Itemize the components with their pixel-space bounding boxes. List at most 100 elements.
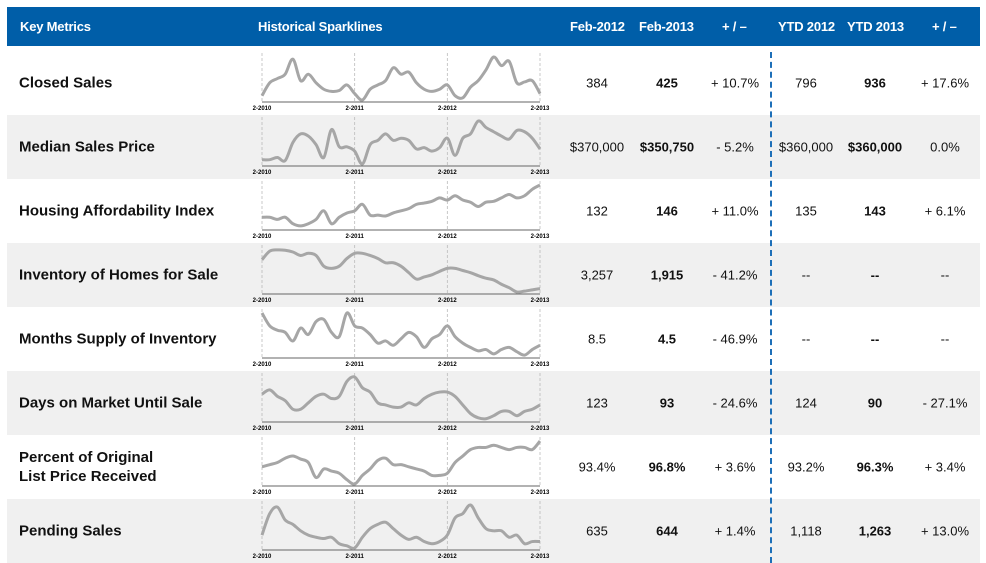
sparkline-line [260, 248, 541, 294]
sparkline-tick-label: 2-2013 [531, 362, 550, 368]
cell-change: + 3.6% [714, 459, 756, 475]
sparkline-tick-label: 2-2012 [438, 170, 457, 176]
cell-feb2013: 96.8% [648, 459, 686, 475]
sparkline-line [260, 503, 541, 550]
ytd-divider [770, 52, 772, 563]
cell-ytd2012: 93.2% [787, 459, 825, 475]
metric-label: Days on Market Until Sale [19, 394, 203, 412]
table-row: Percent of Original List Price Received 2-… [7, 435, 980, 499]
table-row: Days on Market Until Sale 2-2010 2-2011 2-2… [7, 371, 980, 435]
sparkline-tick-label: 2-2011 [345, 170, 364, 176]
sparkline-tick-label: 2-2012 [438, 554, 457, 560]
cell-feb2013: 4.5 [657, 331, 677, 347]
metric-label: Inventory of Homes for Sale [19, 266, 219, 284]
sparkline-tick-label: 2-2010 [253, 362, 272, 368]
header-feb2012: Feb-2012 [570, 19, 625, 34]
sparkline-tick-label: 2-2012 [438, 298, 457, 304]
cell-change: - 5.2% [716, 139, 754, 155]
cell-feb2012: 384 [586, 75, 608, 91]
cell-ytd-change: - 27.1% [922, 395, 968, 411]
metric-label: Closed Sales [19, 74, 113, 92]
cell-change: - 24.6% [712, 395, 758, 411]
sparkline-tick-label: 2-2010 [253, 170, 272, 176]
cell-feb2013: 1,915 [650, 267, 684, 283]
table-row: Months Supply of Inventory 2-2010 2-2011 2-… [7, 307, 980, 371]
header-change: + / – [722, 19, 747, 34]
sparkline-tick-label: 2-2011 [345, 234, 364, 240]
sparkline-line [261, 183, 541, 228]
sparkline-tick-label: 2-2013 [531, 106, 550, 112]
header-ytd2013: YTD 2013 [847, 19, 904, 34]
sparkline: 2-2010 2-2011 2-2012 2-2013 [253, 437, 550, 496]
cell-ytd2013: 90 [867, 395, 883, 411]
cell-ytd2013: 96.3% [856, 459, 894, 475]
cell-ytd2012: -- [801, 267, 811, 283]
cell-ytd-change: + 13.0% [920, 523, 970, 539]
sparkline-tick-label: 2-2013 [531, 170, 550, 176]
cell-ytd2013: -- [870, 267, 880, 283]
cell-ytd2013: 143 [864, 203, 886, 219]
cell-feb2013: 644 [656, 523, 678, 539]
cell-feb2012: 3,257 [580, 267, 614, 283]
cell-ytd-change: -- [940, 331, 950, 347]
sparkline-tick-label: 2-2013 [531, 490, 550, 496]
cell-feb2012: 132 [586, 203, 608, 219]
sparkline-tick-label: 2-2010 [253, 554, 272, 560]
sparkline-line [260, 311, 541, 357]
sparkline-tick-label: 2-2010 [253, 106, 272, 112]
header-sparklines: Historical Sparklines [258, 19, 383, 34]
sparkline: 2-2010 2-2011 2-2012 2-2013 [253, 245, 550, 304]
sparkline-line [261, 439, 542, 486]
sparkline: 2-2010 2-2011 2-2012 2-2013 [253, 53, 550, 112]
sparkline-tick-label: 2-2012 [438, 426, 457, 432]
sparkline: 2-2010 2-2011 2-2012 2-2013 [253, 181, 550, 240]
cell-change: + 10.7% [710, 75, 760, 91]
sparkline-line [261, 375, 541, 421]
cell-feb2012: 635 [586, 523, 608, 539]
table-row: Pending Sales 2-2010 2-2011 2-2012 2-2013 635… [7, 499, 980, 563]
cell-feb2012: $370,000 [569, 139, 625, 155]
sparkline-line [261, 119, 542, 166]
cell-ytd-change: + 6.1% [924, 203, 966, 219]
sparkline-tick-label: 2-2011 [345, 554, 364, 560]
cell-ytd2012: $360,000 [778, 139, 834, 155]
cell-ytd-change: + 3.4% [924, 459, 966, 475]
cell-ytd2012: 135 [795, 203, 817, 219]
sparkline-tick-label: 2-2012 [438, 106, 457, 112]
metric-label-line: Percent of Original [19, 449, 154, 466]
sparkline-tick-label: 2-2013 [531, 426, 550, 432]
cell-change: - 46.9% [712, 331, 758, 347]
sparkline-tick-label: 2-2013 [531, 554, 550, 560]
table-row: Housing Affordability Index 2-2010 2-2011 2… [7, 179, 980, 243]
cell-ytd-change: 0.0% [930, 139, 960, 155]
cell-change: - 41.2% [712, 267, 758, 283]
cell-feb2013: 146 [656, 203, 678, 219]
table-header: Key Metrics Historical Sparklines Feb-20… [7, 7, 980, 46]
metric-label: Median Sales Price [19, 138, 155, 156]
sparkline-tick-label: 2-2010 [253, 426, 272, 432]
sparkline: 2-2010 2-2011 2-2012 2-2013 [253, 373, 550, 432]
cell-ytd2013: -- [870, 331, 880, 347]
header-feb2013: Feb-2013 [639, 19, 694, 34]
sparkline-tick-label: 2-2011 [345, 362, 364, 368]
header-key-metrics: Key Metrics [20, 19, 91, 34]
cell-change: + 11.0% [711, 203, 759, 219]
cell-change: + 1.4% [714, 523, 756, 539]
sparkline-tick-label: 2-2010 [253, 298, 272, 304]
cell-ytd2012: 124 [795, 395, 817, 411]
sparkline-tick-label: 2-2013 [531, 298, 550, 304]
header-ytd-change: + / – [932, 19, 957, 34]
table-row: Median Sales Price 2-2010 2-2011 2-2012 2-20… [7, 115, 980, 179]
cell-ytd-change: + 17.6% [920, 75, 970, 91]
cell-feb2013: 93 [659, 395, 675, 411]
metric-label: Months Supply of Inventory [19, 330, 217, 348]
table-row: Inventory of Homes for Sale 2-2010 2-2011 2… [7, 243, 980, 307]
cell-ytd2012: 796 [795, 75, 817, 91]
cell-feb2013: $350,750 [639, 139, 695, 155]
sparkline-tick-label: 2-2012 [438, 490, 457, 496]
metric-label: Percent of Original List Price Received [19, 448, 157, 486]
sparkline-tick-label: 2-2011 [345, 298, 364, 304]
cell-feb2013: 425 [656, 75, 678, 91]
sparkline: 2-2010 2-2011 2-2012 2-2013 [253, 117, 550, 176]
sparkline-tick-label: 2-2010 [253, 490, 272, 496]
